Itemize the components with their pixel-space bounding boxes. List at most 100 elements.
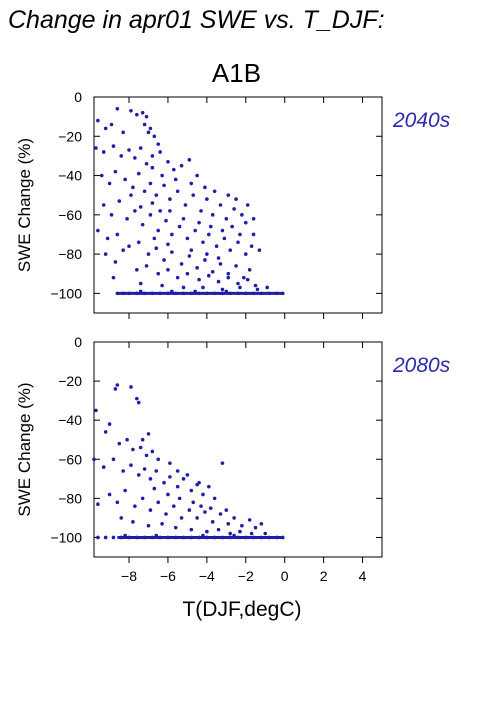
data-point xyxy=(166,268,170,272)
data-point xyxy=(226,193,231,197)
data-point xyxy=(210,269,215,274)
data-point xyxy=(251,216,256,221)
data-point xyxy=(135,396,139,401)
data-point xyxy=(127,244,131,249)
data-point xyxy=(168,209,172,213)
data-point xyxy=(199,209,203,213)
period-label: 2080s xyxy=(392,354,451,377)
data-point xyxy=(175,469,180,473)
data-point xyxy=(146,432,151,436)
data-point xyxy=(135,268,139,272)
data-point xyxy=(94,146,98,150)
data-point xyxy=(240,523,244,528)
data-point xyxy=(203,258,207,262)
data-point xyxy=(129,463,133,467)
data-point xyxy=(179,262,184,266)
data-point xyxy=(156,228,161,233)
data-point xyxy=(160,173,164,178)
y-tick-label: −20 xyxy=(58,373,82,389)
data-point xyxy=(179,516,184,520)
data-point xyxy=(218,203,223,207)
panel-2040s: 0 −20 −40 −60 −80 −100 SWE Change (%) 2040s xyxy=(15,89,451,319)
data-point xyxy=(113,387,118,391)
data-point xyxy=(121,469,125,473)
data-point xyxy=(129,193,133,197)
data-point xyxy=(207,273,211,278)
data-point xyxy=(179,163,184,168)
data-point xyxy=(199,504,203,508)
data-point xyxy=(208,224,213,229)
data-point xyxy=(191,193,196,197)
data-point xyxy=(146,252,151,256)
data-point xyxy=(148,126,153,131)
x-tick-label: 4 xyxy=(359,568,367,584)
data-point xyxy=(129,385,133,389)
data-point xyxy=(162,258,166,262)
y-tick-label: −40 xyxy=(58,412,82,428)
plot-frame xyxy=(93,341,383,558)
data-point xyxy=(138,281,143,286)
data-point xyxy=(189,527,194,532)
data-point xyxy=(111,535,116,540)
data-point xyxy=(94,408,98,413)
data-point xyxy=(113,260,118,264)
page-title: Change in apr01 SWE vs. T_DJF: xyxy=(8,6,385,34)
data-point xyxy=(164,512,168,516)
y-tick-label: −100 xyxy=(50,285,82,301)
data-point xyxy=(189,181,194,186)
x-tick-label: −8 xyxy=(121,568,137,584)
data-point xyxy=(150,165,155,170)
data-point xyxy=(205,252,209,256)
data-point xyxy=(125,437,129,442)
data-point xyxy=(152,236,157,241)
data-point xyxy=(205,197,209,201)
data-point xyxy=(103,252,108,256)
data-point xyxy=(103,535,108,540)
data-point xyxy=(236,240,240,245)
data-point xyxy=(243,220,248,225)
y-tick-label: −60 xyxy=(58,207,82,223)
data-point xyxy=(150,201,155,205)
data-point xyxy=(247,518,252,522)
data-point xyxy=(156,271,161,276)
data-point xyxy=(166,160,170,164)
data-point xyxy=(185,271,190,276)
data-point xyxy=(148,181,153,186)
data-point xyxy=(177,224,182,229)
data-point xyxy=(187,254,192,258)
data-point xyxy=(259,521,264,526)
data-point xyxy=(187,508,192,512)
data-point xyxy=(253,525,258,530)
data-point xyxy=(245,277,250,282)
data-point xyxy=(150,449,155,454)
data-point xyxy=(162,480,166,485)
y-tick-label: 0 xyxy=(74,334,82,350)
data-point xyxy=(115,232,120,237)
data-point xyxy=(156,500,161,505)
data-point xyxy=(212,189,217,194)
y-axis-label: SWE Change (%) xyxy=(15,138,34,272)
data-point xyxy=(177,496,182,501)
data-point xyxy=(208,506,213,510)
data-point xyxy=(131,447,135,452)
data-point xyxy=(150,154,155,158)
data-point xyxy=(101,203,106,207)
data-point xyxy=(107,181,112,186)
data-point xyxy=(160,283,164,288)
data-point xyxy=(138,205,143,209)
data-point xyxy=(144,264,149,268)
data-point xyxy=(154,193,159,197)
data-point xyxy=(99,173,104,178)
data-point xyxy=(148,477,153,481)
data-point xyxy=(96,228,100,233)
y-tick-label: −20 xyxy=(58,128,82,144)
data-point xyxy=(187,158,192,162)
x-tick-label: −4 xyxy=(199,568,215,584)
data-point xyxy=(154,469,159,473)
data-point xyxy=(117,441,122,446)
data-point xyxy=(171,504,176,508)
data-point xyxy=(185,473,190,477)
data-point xyxy=(234,264,238,268)
data-point xyxy=(136,400,141,405)
data-point xyxy=(173,177,178,182)
